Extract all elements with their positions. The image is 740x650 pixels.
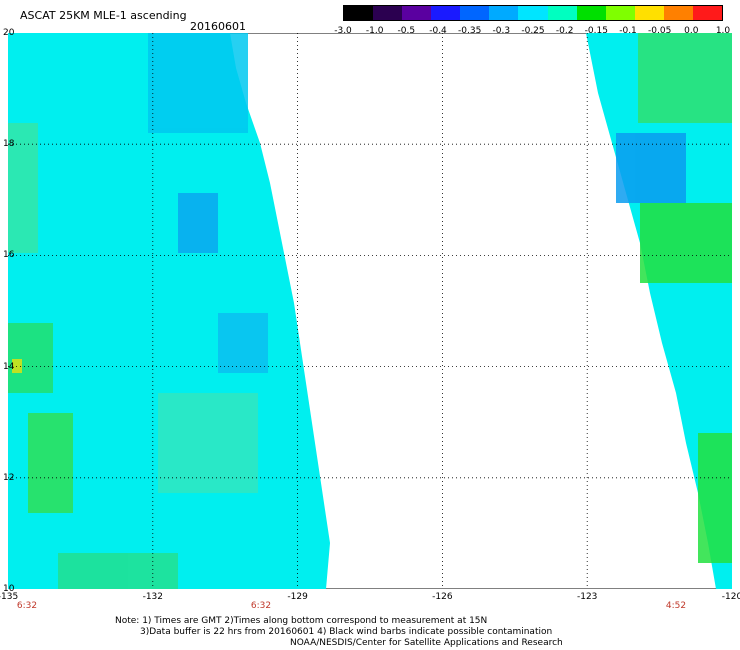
- colorbar-swatch: [576, 6, 606, 20]
- time-label-2: 6:32: [250, 601, 272, 611]
- colorbar-swatch: [489, 6, 519, 20]
- colorbar-label: -3.0: [334, 26, 352, 36]
- x-tick-label: -126: [432, 592, 453, 602]
- west-green-patch-2: [8, 323, 53, 393]
- colorbar-label: -0.2: [555, 26, 574, 36]
- colorbar-label: 1.0: [715, 26, 731, 36]
- west-yellow-pixel: [12, 359, 22, 373]
- y-tick-label: 18: [3, 139, 15, 150]
- y-tick-label: 12: [3, 472, 15, 483]
- note-line-1: Note: 1) Times are GMT 2)Times along bot…: [115, 616, 488, 626]
- colorbar-swatch: [402, 6, 432, 20]
- y-tick-label: 14: [3, 361, 15, 372]
- y-tick-label: 10: [3, 584, 15, 594]
- colorbar-label: 0.0: [684, 26, 699, 36]
- colorbar-swatch: [634, 6, 664, 20]
- colorbar-label: -0.1: [619, 26, 637, 36]
- x-tick-label: -120: [721, 592, 740, 602]
- y-tick-label: 16: [3, 250, 15, 261]
- note-line-2: 3)Data buffer is 22 hrs from 20160601 4)…: [140, 627, 553, 637]
- west-green-patch-3: [28, 413, 73, 513]
- colorbar-label: -0.15: [584, 26, 608, 36]
- colorbar-label: -0.25: [521, 26, 545, 36]
- colorbar-label: -0.05: [648, 26, 672, 36]
- x-tick-label: -123: [576, 592, 598, 602]
- colorbar-swatch: [344, 6, 374, 20]
- colorbar: [343, 5, 723, 21]
- colorbar-swatch: [663, 6, 693, 20]
- west-blue-patch: [148, 33, 248, 133]
- time-label-1: 6:32: [16, 601, 38, 611]
- colorbar-label: -0.3: [492, 26, 511, 36]
- grid: [8, 33, 732, 589]
- colorbar-label: -0.35: [458, 26, 482, 36]
- x-tick-label: -135: [0, 592, 19, 602]
- west-blue-patch-3: [218, 313, 268, 373]
- east-blue-patch: [616, 133, 686, 203]
- colorbar-label: -0.5: [397, 26, 416, 36]
- colorbar-label: -1.0: [365, 26, 384, 36]
- west-green-patch-4: [58, 553, 178, 589]
- colorbar-swatch: [692, 6, 723, 20]
- map-title: ASCAT 25KM MLE-1 ascending: [20, 9, 187, 22]
- time-label-3: 4:52: [665, 601, 687, 611]
- colorbar-swatch: [373, 6, 403, 20]
- x-tick-label: -132: [142, 592, 164, 602]
- east-green-patch-3: [698, 433, 732, 563]
- note-line-3: NOAA/NESDIS/Center for Satellite Applica…: [290, 638, 563, 648]
- west-blue-patch-2: [178, 193, 218, 253]
- east-green-patch: [638, 33, 732, 123]
- west-green-patch: [8, 123, 38, 253]
- x-tick-label: -129: [287, 592, 308, 602]
- colorbar-swatch: [460, 6, 490, 20]
- map-date: 20160601: [190, 20, 246, 33]
- colorbar-swatch: [547, 6, 577, 20]
- west-green-patch-5: [158, 393, 258, 493]
- map-plot: [8, 33, 732, 589]
- colorbar-swatch: [431, 6, 461, 20]
- colorbar-swatch: [518, 6, 548, 20]
- colorbar-swatch: [605, 6, 635, 20]
- y-tick-label: 20: [3, 28, 15, 38]
- east-green-patch-2: [640, 203, 732, 283]
- colorbar-label: -0.4: [429, 26, 447, 36]
